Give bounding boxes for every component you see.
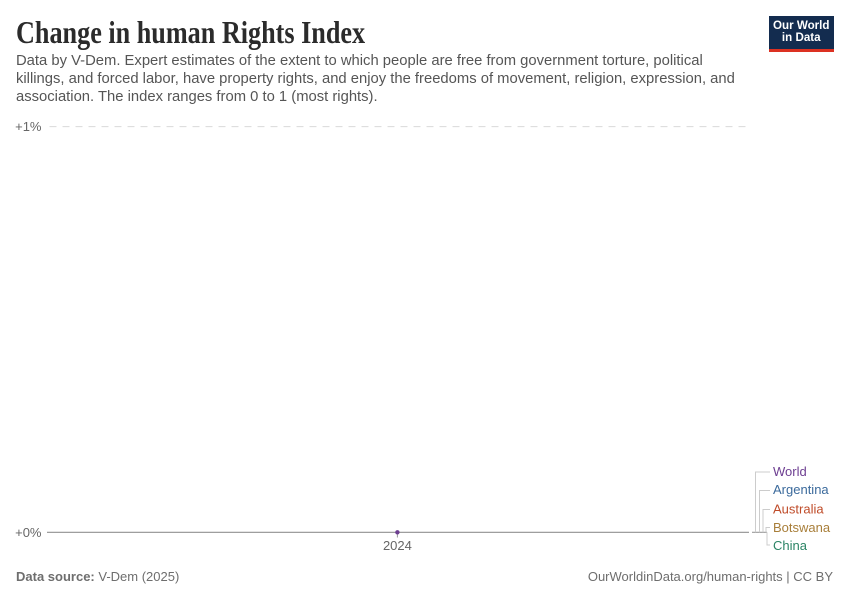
svg-text:2024: 2024 xyxy=(383,538,412,553)
svg-text:+1%: +1% xyxy=(15,119,42,134)
svg-text:Botswana: Botswana xyxy=(773,520,831,535)
svg-text:World: World xyxy=(773,464,807,479)
svg-text:Argentina: Argentina xyxy=(773,482,829,497)
svg-text:China: China xyxy=(773,538,808,553)
svg-text:+0%: +0% xyxy=(15,525,42,540)
svg-text:Australia: Australia xyxy=(773,502,824,517)
